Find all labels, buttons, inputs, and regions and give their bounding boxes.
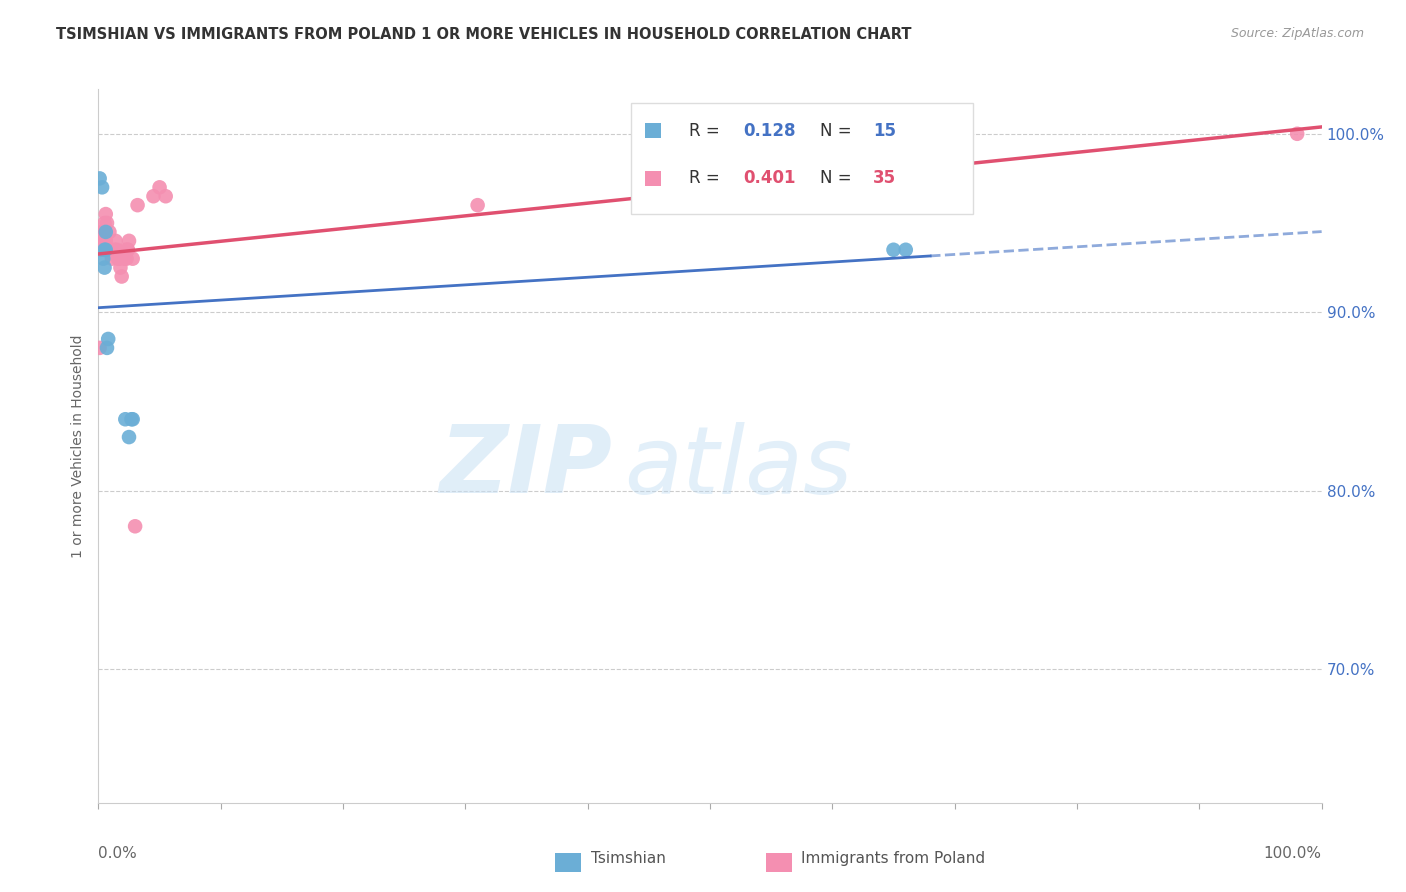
Point xyxy=(149,180,172,194)
Point xyxy=(103,243,125,257)
Text: Tsimshian: Tsimshian xyxy=(591,851,665,865)
Point xyxy=(89,341,111,355)
Text: Immigrants from Poland: Immigrants from Poland xyxy=(801,851,986,865)
Point xyxy=(91,234,114,248)
Point xyxy=(93,243,115,257)
FancyBboxPatch shape xyxy=(645,170,661,186)
Point xyxy=(98,225,121,239)
Point xyxy=(107,252,129,266)
Text: atlas: atlas xyxy=(624,422,852,513)
Text: 35: 35 xyxy=(873,169,896,187)
Point xyxy=(105,243,128,257)
Point xyxy=(894,243,917,257)
Point xyxy=(93,225,115,239)
Point xyxy=(121,412,143,426)
Point xyxy=(97,332,120,346)
Text: 0.128: 0.128 xyxy=(742,121,796,139)
Point xyxy=(121,252,143,266)
Point xyxy=(127,198,149,212)
Point xyxy=(91,234,114,248)
Text: N =: N = xyxy=(820,121,858,139)
Point xyxy=(117,243,139,257)
Point xyxy=(97,243,120,257)
Point xyxy=(101,252,124,266)
Point xyxy=(115,252,138,266)
Point xyxy=(91,180,114,194)
Point xyxy=(118,234,141,248)
FancyBboxPatch shape xyxy=(645,123,661,138)
Point xyxy=(114,412,136,426)
Point xyxy=(90,243,112,257)
Text: Source: ZipAtlas.com: Source: ZipAtlas.com xyxy=(1230,27,1364,40)
Point xyxy=(111,269,134,284)
Point xyxy=(155,189,177,203)
Point xyxy=(94,225,117,239)
Point xyxy=(96,341,118,355)
Point xyxy=(1286,127,1309,141)
Y-axis label: 1 or more Vehicles in Household: 1 or more Vehicles in Household xyxy=(72,334,86,558)
Point xyxy=(89,171,111,186)
Point xyxy=(93,216,115,230)
Point xyxy=(120,412,142,426)
Text: 100.0%: 100.0% xyxy=(1264,846,1322,861)
Point xyxy=(124,519,146,533)
Point xyxy=(114,243,136,257)
Point xyxy=(94,234,117,248)
Point xyxy=(96,216,118,230)
Point xyxy=(118,430,141,444)
Text: R =: R = xyxy=(689,169,725,187)
Text: ZIP: ZIP xyxy=(439,421,612,514)
Point xyxy=(112,252,135,266)
FancyBboxPatch shape xyxy=(630,103,973,214)
Point xyxy=(467,198,489,212)
Point xyxy=(108,252,131,266)
Text: TSIMSHIAN VS IMMIGRANTS FROM POLAND 1 OR MORE VEHICLES IN HOUSEHOLD CORRELATION : TSIMSHIAN VS IMMIGRANTS FROM POLAND 1 OR… xyxy=(56,27,911,42)
Text: R =: R = xyxy=(689,121,725,139)
Text: N =: N = xyxy=(820,169,858,187)
Text: 0.0%: 0.0% xyxy=(98,846,138,861)
Point xyxy=(117,243,139,257)
Point xyxy=(100,243,122,257)
Point xyxy=(94,243,117,257)
Point xyxy=(91,225,114,239)
Point xyxy=(94,207,117,221)
Point xyxy=(91,252,114,266)
Point xyxy=(104,234,127,248)
Point xyxy=(142,189,165,203)
Text: 15: 15 xyxy=(873,121,896,139)
Point xyxy=(110,260,132,275)
Text: 0.401: 0.401 xyxy=(742,169,796,187)
Point xyxy=(883,243,905,257)
Point xyxy=(93,260,115,275)
